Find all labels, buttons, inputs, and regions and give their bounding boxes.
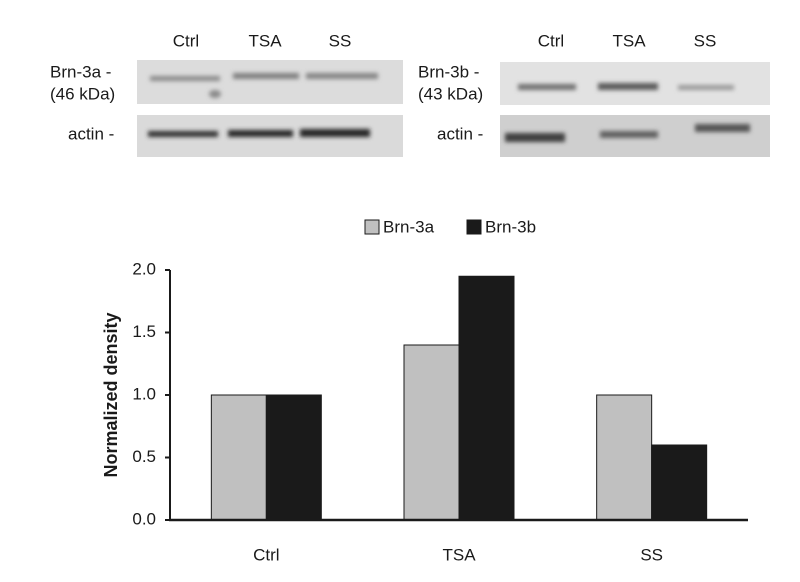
y-tick-label: 1.0 <box>132 384 156 403</box>
bar <box>403 344 460 521</box>
legend-swatch <box>466 219 482 235</box>
blot-panel <box>137 60 403 104</box>
size-label: (46 kDa) <box>50 84 115 103</box>
lane-label: TSA <box>612 31 646 50</box>
bar <box>458 275 515 521</box>
y-tick-label: 0.0 <box>132 509 156 528</box>
blot-left: Ctrl TSA SS Brn-3a - (46 kDa) actin - <box>50 31 403 157</box>
bar <box>596 394 653 521</box>
y-tick-label: 2.0 <box>132 259 156 278</box>
lane-label: Ctrl <box>173 31 199 50</box>
lane-label: Ctrl <box>538 31 564 50</box>
lane-label: TSA <box>248 31 282 50</box>
x-tick-label: TSA <box>442 545 476 564</box>
bar <box>210 394 267 521</box>
y-tick-label: 0.5 <box>132 447 156 466</box>
bar <box>651 444 708 521</box>
lane-label: SS <box>694 31 717 50</box>
legend-swatch <box>364 219 380 235</box>
blot-right: Ctrl TSA SS Brn-3b - (43 kDa) actin - <box>418 31 770 157</box>
x-tick-label: Ctrl <box>253 545 279 564</box>
bands <box>150 73 378 98</box>
protein-label: Brn-3b - <box>418 62 479 81</box>
control-label: actin - <box>437 124 483 143</box>
x-tick-label: SS <box>640 545 663 564</box>
bar <box>265 394 322 521</box>
y-tick-label: 1.5 <box>132 322 156 341</box>
control-label: actin - <box>68 124 114 143</box>
legend-label: Brn-3b <box>485 217 536 236</box>
legend-label: Brn-3a <box>383 217 435 236</box>
y-axis-title: Normalized density <box>101 312 121 477</box>
bands <box>148 129 370 137</box>
bands <box>505 124 750 142</box>
protein-label: Brn-3a - <box>50 62 111 81</box>
bands <box>518 83 734 90</box>
size-label: (43 kDa) <box>418 84 483 103</box>
lane-label: SS <box>329 31 352 50</box>
